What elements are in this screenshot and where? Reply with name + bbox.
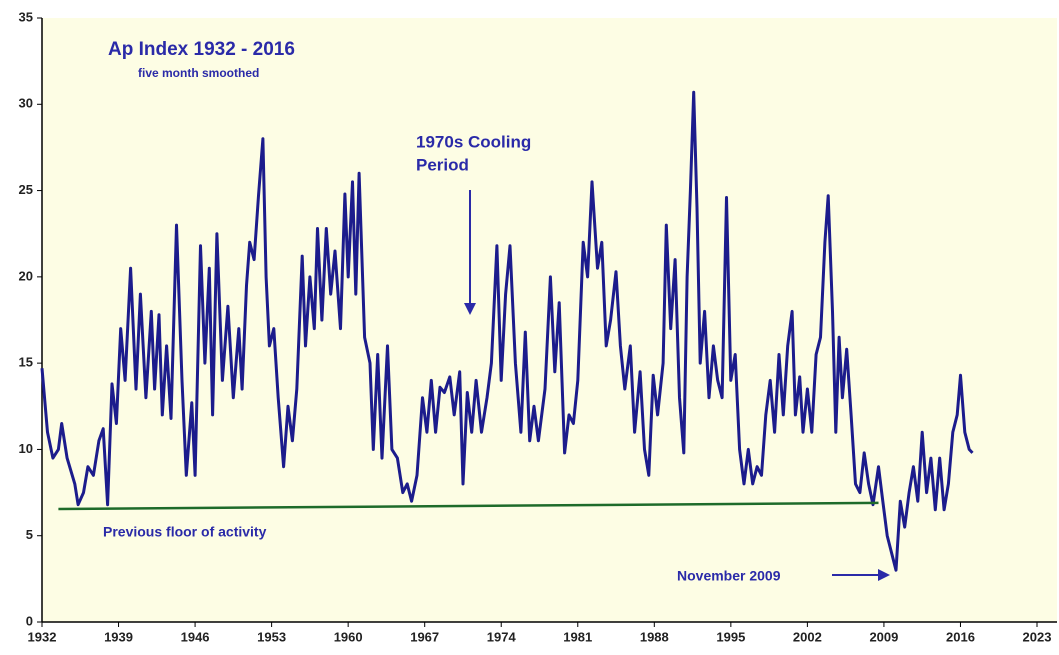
y-tick-label: 35 (19, 9, 33, 24)
x-tick-label: 1974 (487, 629, 517, 644)
y-tick-label: 5 (26, 527, 33, 542)
annotation: Period (416, 155, 469, 174)
annotation: November 2009 (677, 568, 781, 584)
y-tick-label: 10 (19, 441, 33, 456)
y-tick-label: 0 (26, 613, 33, 628)
x-tick-label: 1946 (181, 629, 210, 644)
x-tick-label: 1988 (640, 629, 669, 644)
y-tick-label: 30 (19, 96, 33, 111)
floor-line (58, 501, 879, 511)
x-tick-label: 2009 (869, 629, 898, 644)
x-tick-label: 1960 (334, 629, 363, 644)
x-tick-label: 2002 (793, 629, 822, 644)
x-tick-label: 2023 (1023, 629, 1052, 644)
x-tick-label: 1953 (257, 629, 286, 644)
chart-title: Ap Index 1932 - 2016 (108, 39, 295, 60)
data-line (40, 90, 974, 572)
x-tick-label: 1939 (104, 629, 133, 644)
y-tick-label: 15 (19, 355, 33, 370)
x-tick-label: 1995 (716, 629, 745, 644)
x-tick-label: 1967 (410, 629, 439, 644)
chart-subtitle: five month smoothed (138, 66, 259, 80)
x-tick-label: 1981 (563, 629, 592, 644)
x-tick-label: 1932 (28, 629, 57, 644)
arrow-head (464, 303, 476, 315)
y-tick-label: 25 (19, 182, 33, 197)
arrow-head (878, 569, 890, 581)
annotation: 1970s Cooling (416, 132, 531, 151)
y-tick-label: 20 (19, 268, 33, 283)
floor-label: Previous floor of activity (103, 524, 267, 540)
x-tick-label: 2016 (946, 629, 975, 644)
